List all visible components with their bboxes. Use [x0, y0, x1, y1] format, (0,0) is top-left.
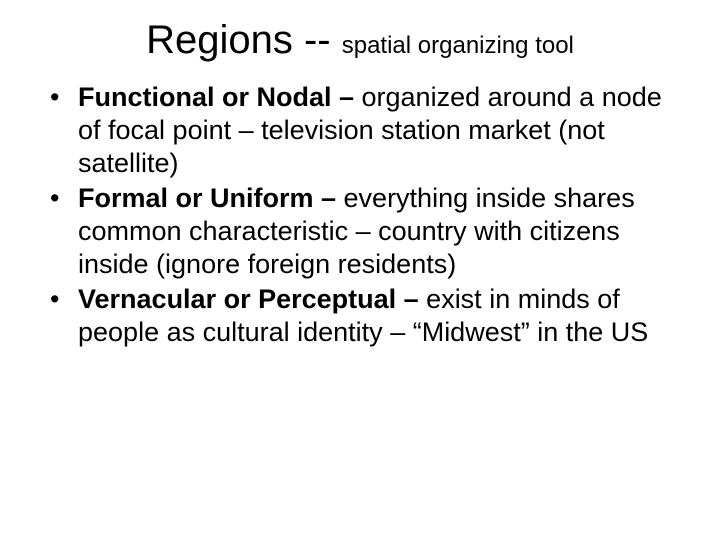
bullet-list: Functional or Nodal – organized around a…	[36, 81, 684, 349]
title-main-text: Regions --	[146, 18, 342, 62]
list-item: Formal or Uniform – everything inside sh…	[50, 182, 684, 281]
slide: Regions -- spatial organizing tool Funct…	[0, 0, 720, 540]
list-item: Vernacular or Perceptual – exist in mind…	[50, 283, 684, 349]
slide-title: Regions -- spatial organizing tool	[36, 18, 684, 63]
bullet-lead: Vernacular or Perceptual –	[78, 284, 426, 314]
bullet-lead: Functional or Nodal –	[78, 82, 362, 112]
title-sub-text: spatial organizing tool	[342, 32, 574, 59]
list-item: Functional or Nodal – organized around a…	[50, 81, 684, 180]
bullet-lead: Formal or Uniform –	[78, 183, 344, 213]
